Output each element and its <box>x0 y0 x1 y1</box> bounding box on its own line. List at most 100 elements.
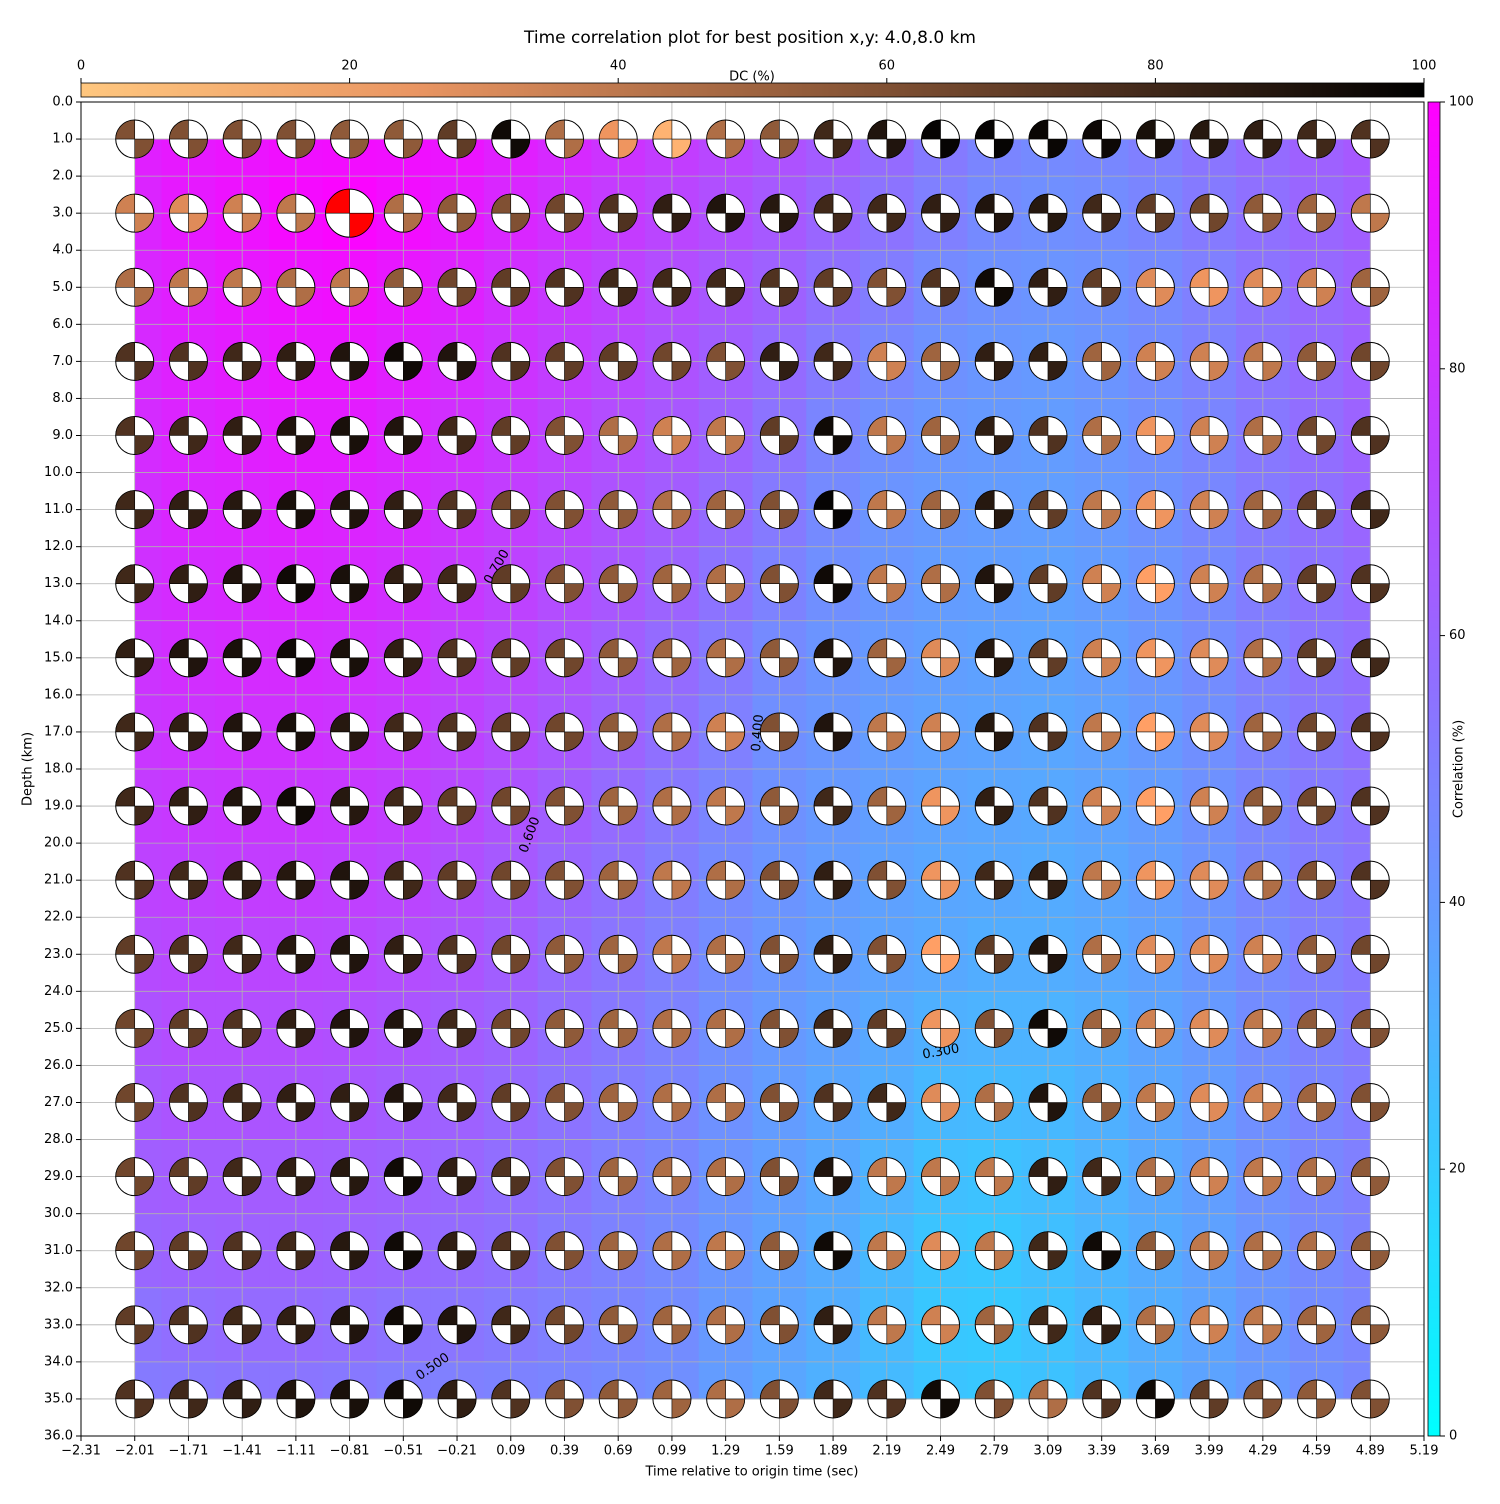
x-tick-label: −0.81 <box>330 1444 370 1459</box>
beachball <box>1082 1008 1122 1048</box>
beachball-quadrants <box>169 786 208 826</box>
beachball <box>491 1008 531 1048</box>
beachball-quadrants <box>330 638 369 678</box>
beachball <box>598 1157 638 1197</box>
beachball-quadrants <box>491 638 531 678</box>
beachball-quadrants <box>974 416 1014 455</box>
beachball <box>921 193 961 233</box>
beachball-quadrants <box>867 786 907 826</box>
beachball-quadrants <box>1082 934 1121 974</box>
beachball-quadrants <box>1350 119 1390 159</box>
beachball <box>974 564 1014 604</box>
x-tick-label: 4.89 <box>1356 1444 1385 1459</box>
beachball <box>276 416 316 455</box>
beachball-quadrants <box>1297 638 1336 678</box>
beachball-quadrants <box>1028 119 1068 159</box>
beachball-quadrants <box>1243 1379 1283 1419</box>
beachball-quadrants <box>169 1231 208 1271</box>
beachball-quadrants <box>276 712 316 752</box>
beachball <box>652 1008 692 1048</box>
beachball-quadrants <box>169 193 208 233</box>
beachball <box>1189 1083 1229 1122</box>
beachball-quadrants <box>706 1083 745 1122</box>
beachball <box>1082 712 1122 752</box>
beachball <box>437 1083 477 1122</box>
beachball <box>1297 564 1337 604</box>
beachball-quadrants <box>384 1231 423 1271</box>
beachball-quadrants <box>1243 786 1283 826</box>
beachball-quadrants <box>652 1231 692 1271</box>
beachball-quadrants <box>169 860 208 900</box>
beachball <box>1243 1083 1283 1122</box>
beachball <box>437 786 477 826</box>
beachball <box>759 1231 799 1271</box>
beachball-quadrants <box>437 193 477 233</box>
beachball <box>276 638 316 678</box>
beachball-quadrants <box>545 119 584 159</box>
beachball <box>383 119 423 159</box>
beachball-quadrants <box>384 1157 423 1196</box>
beachball <box>544 564 584 604</box>
dc-colorbar-tick-label: 60 <box>879 59 896 74</box>
beachball <box>491 1379 531 1419</box>
beachball-quadrants <box>921 119 960 159</box>
beachball-quadrants <box>1136 712 1175 752</box>
beachball <box>921 1083 961 1122</box>
beachball-quadrants <box>921 564 960 604</box>
beachball <box>115 1305 155 1345</box>
beachball <box>867 1231 907 1271</box>
beachball <box>383 1157 423 1197</box>
beachball-quadrants <box>1243 490 1283 529</box>
beachball <box>222 1379 262 1419</box>
beachball <box>867 1008 907 1048</box>
beachball-quadrants <box>1028 638 1068 678</box>
beachball-quadrants <box>598 1305 638 1345</box>
beachball <box>168 416 208 455</box>
beachball-quadrants <box>1350 1157 1390 1196</box>
beachball <box>544 416 584 455</box>
beachball <box>1189 934 1229 974</box>
beachball-quadrants <box>222 638 262 678</box>
beachball <box>759 119 799 159</box>
beachball <box>1189 638 1229 678</box>
beachball-quadrants <box>652 1305 692 1345</box>
beachball-quadrants <box>384 193 423 233</box>
beachball <box>813 638 853 678</box>
beachball <box>706 416 746 455</box>
beachball <box>222 193 262 233</box>
beachball-quadrants <box>867 119 907 159</box>
beachball <box>115 1379 155 1419</box>
beachball <box>706 267 746 307</box>
beachball-quadrants <box>813 119 853 159</box>
beachball-quadrants <box>1082 1083 1121 1122</box>
beachball-quadrants <box>1028 1379 1068 1419</box>
beachball-quadrants <box>813 1305 853 1345</box>
beachball-quadrants <box>437 1305 477 1345</box>
beachball <box>168 712 208 752</box>
beachball <box>437 712 477 752</box>
beachball <box>921 341 961 381</box>
beachball <box>706 564 746 604</box>
beachball <box>437 564 477 604</box>
beachball-quadrants <box>1189 638 1229 678</box>
beachball-quadrants <box>330 1379 369 1419</box>
beachball-quadrants <box>276 1379 316 1419</box>
beachball-quadrants <box>545 934 584 974</box>
beachball <box>276 786 316 826</box>
x-tick-label: 0.09 <box>496 1444 525 1459</box>
beachball <box>383 934 423 974</box>
y-tick-label: 24.0 <box>44 984 73 999</box>
beachball-quadrants <box>222 786 262 826</box>
beachball-quadrants <box>115 786 155 826</box>
beachball-quadrants <box>169 1157 208 1196</box>
beachball-quadrants <box>760 1157 799 1196</box>
beachball <box>813 416 853 455</box>
beachball-quadrants <box>867 416 907 455</box>
dc-colorbar-tick-label: 0 <box>77 59 85 74</box>
beachball-quadrants <box>330 342 369 381</box>
y-tick-label: 33.0 <box>44 1317 73 1332</box>
beachball-quadrants <box>169 1083 208 1122</box>
beachball-quadrants <box>384 638 423 678</box>
beachball-quadrants <box>545 1083 584 1122</box>
beachball <box>759 712 799 752</box>
